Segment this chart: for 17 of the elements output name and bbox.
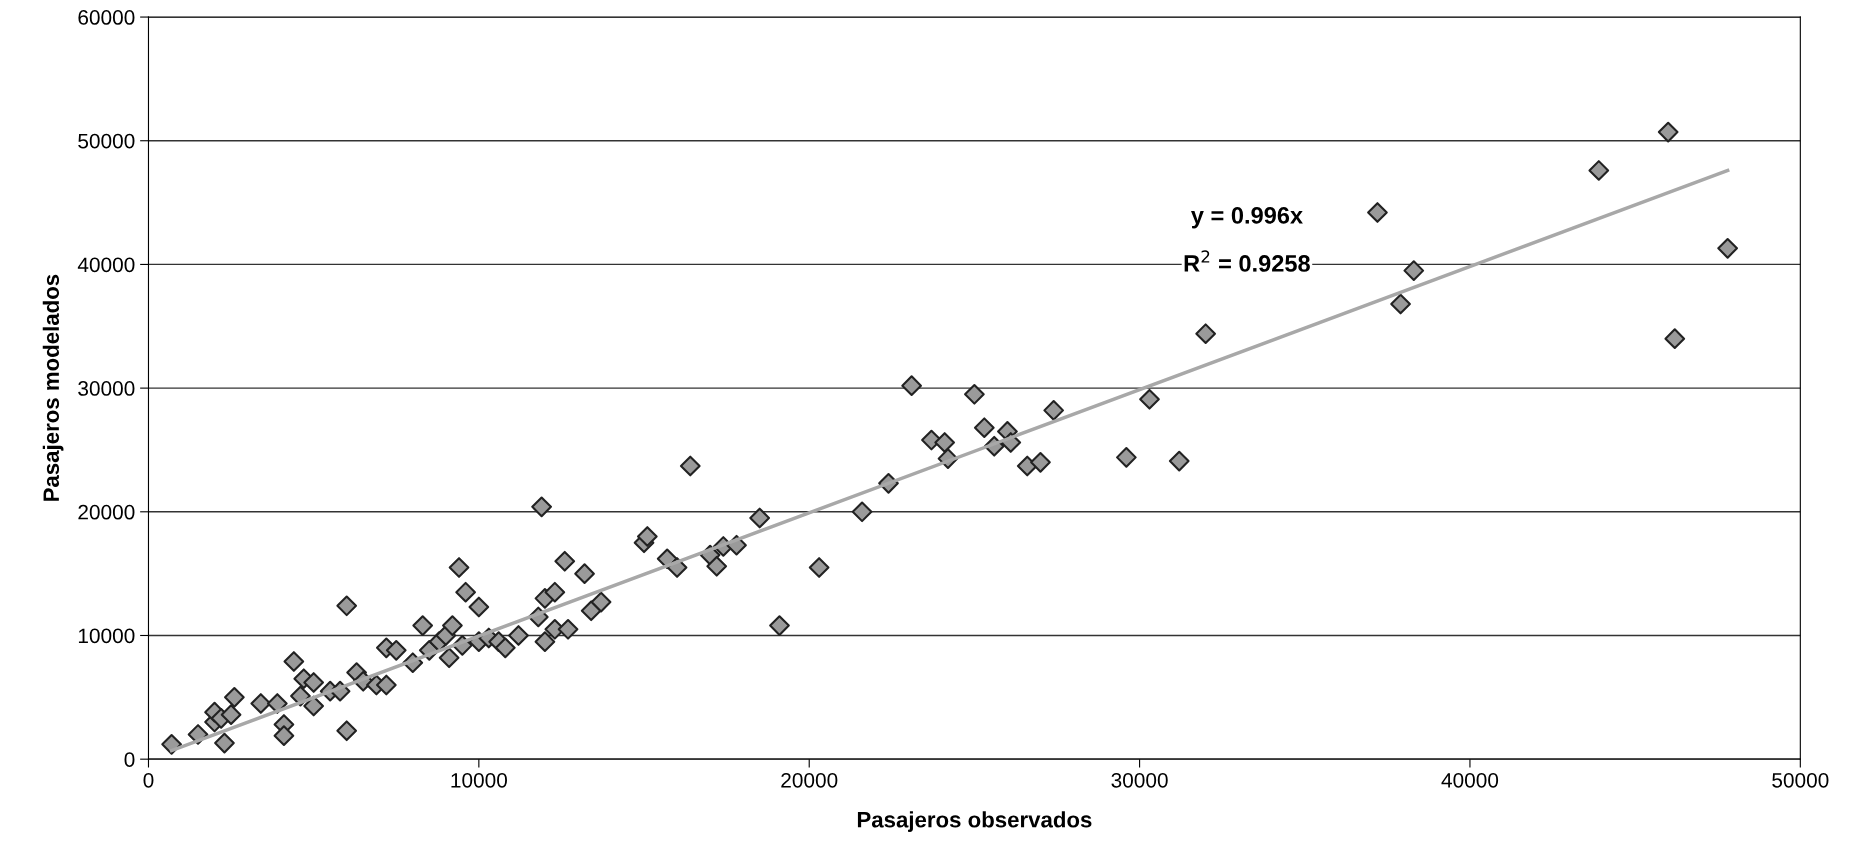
x-tick-label: 10000 xyxy=(451,772,507,788)
x-tick-label: 40000 xyxy=(1441,772,1499,788)
y-tick-label: 30000 xyxy=(78,381,135,396)
y-tick-label: 40000 xyxy=(77,257,135,273)
x-tick-label: 0 xyxy=(143,772,154,788)
y-tick-label: 0 xyxy=(124,752,135,767)
annotation: R$^{2}$ = 0.9258 xyxy=(1184,250,1310,272)
x-tick-label: 50000 xyxy=(1772,772,1829,788)
x-tick-label: 20000 xyxy=(781,772,838,788)
annotation: y = 0.996x xyxy=(1191,207,1303,229)
x-tick-label: 30000 xyxy=(1111,772,1168,788)
y-tick-label: 20000 xyxy=(78,504,135,520)
x-axis-title: Pasajeros observados xyxy=(857,811,1092,832)
y-tick-label: 50000 xyxy=(78,133,135,149)
y-tick-label: 60000 xyxy=(78,10,135,25)
y-axis-title: Pasajeros modelados xyxy=(42,274,64,501)
y-tick-label: 10000 xyxy=(78,628,135,644)
